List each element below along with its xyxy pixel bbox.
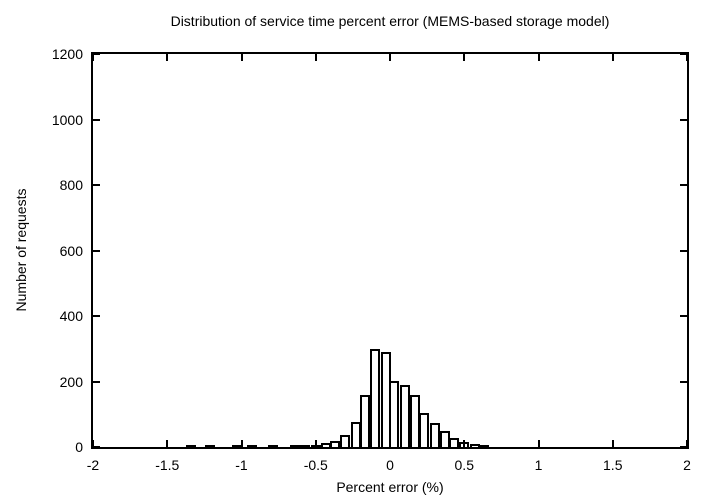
histogram-bar	[399, 384, 410, 447]
x-tick-mark	[314, 54, 317, 61]
histogram-bar	[340, 435, 351, 447]
histogram-bar	[478, 445, 489, 447]
x-tick-label: 2	[683, 457, 691, 473]
x-tick-mark	[389, 440, 391, 447]
x-tick-mark	[92, 440, 94, 447]
x-tick-label: -0.5	[303, 457, 328, 473]
y-tick-label: 1000	[51, 111, 83, 128]
y-tick-mark	[680, 249, 687, 252]
x-tick-mark	[463, 54, 466, 61]
y-tick-mark	[680, 315, 687, 317]
x-tick-mark	[389, 54, 391, 61]
y-tick-mark	[93, 53, 100, 55]
x-tick-mark	[537, 440, 540, 447]
x-tick-mark	[611, 54, 614, 61]
x-tick-label: -1.5	[155, 457, 180, 473]
x-tick-mark	[611, 440, 614, 447]
y-tick-label: 0	[75, 439, 83, 455]
x-tick-mark	[166, 440, 169, 447]
y-tick-label: 800	[59, 177, 83, 193]
histogram-bar	[359, 395, 370, 447]
x-tick-mark	[240, 440, 243, 447]
x-tick-mark	[686, 440, 688, 447]
histogram-bar	[289, 445, 300, 447]
x-tick-label: 0	[386, 457, 394, 473]
histogram-bar	[370, 349, 381, 447]
y-tick-mark	[93, 446, 100, 448]
x-tick-mark	[537, 54, 540, 61]
y-tick-label: 600	[59, 242, 83, 259]
y-tick-mark	[93, 315, 100, 317]
plot-inner	[92, 53, 688, 448]
histogram-bar	[448, 437, 459, 447]
chart-title: Distribution of service time percent err…	[170, 13, 610, 29]
histogram-bar	[429, 423, 440, 447]
y-tick-mark	[93, 249, 100, 252]
y-tick-mark	[680, 184, 687, 186]
y-tick-mark	[93, 184, 100, 186]
histogram-bar	[246, 445, 257, 447]
histogram-bar	[300, 445, 311, 447]
x-tick-mark	[240, 54, 243, 61]
x-tick-mark	[92, 54, 94, 61]
x-tick-label: -2	[86, 457, 100, 473]
y-tick-mark	[680, 380, 687, 383]
x-tick-mark	[463, 440, 466, 447]
x-tick-label: 0.5	[454, 457, 474, 473]
histogram-bar	[330, 441, 341, 447]
x-axis-label: Percent error (%)	[336, 479, 444, 495]
y-tick-mark	[93, 118, 100, 121]
y-tick-mark	[93, 380, 100, 383]
x-tick-mark	[314, 440, 317, 447]
x-tick-label: 1	[534, 457, 543, 473]
y-tick-mark	[680, 53, 687, 55]
histogram-bar	[389, 380, 400, 447]
x-tick-mark	[686, 54, 688, 61]
histogram-bar	[205, 445, 216, 447]
x-tick-label: 1.5	[603, 457, 623, 473]
y-tick-label: 1200	[51, 46, 83, 62]
histogram-bar	[186, 445, 196, 447]
histogram-bar	[267, 445, 278, 447]
histogram-bar	[419, 413, 430, 447]
y-tick-label: 400	[59, 308, 83, 324]
y-tick-label: 200	[59, 373, 83, 390]
x-tick-mark	[166, 54, 169, 61]
y-tick-mark	[680, 446, 687, 448]
y-tick-mark	[680, 118, 687, 121]
x-tick-label: -1	[235, 457, 248, 473]
plot-area	[91, 52, 689, 449]
